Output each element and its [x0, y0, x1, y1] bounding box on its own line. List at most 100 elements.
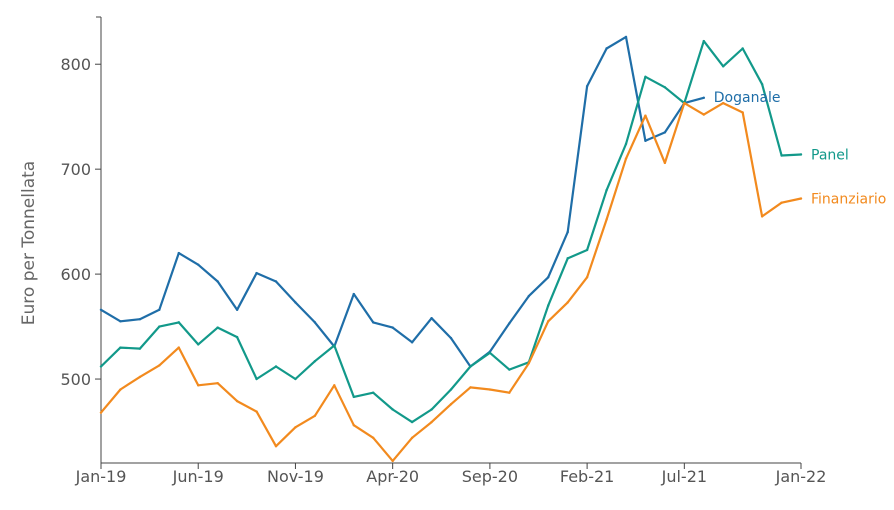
doganale-point [274, 280, 278, 283]
x-tick-label: Nov-19 [267, 467, 324, 486]
doganale-point [99, 308, 103, 311]
panel-series-label: Panel [811, 147, 849, 163]
panel-point [547, 304, 550, 307]
finanziario-point [235, 399, 239, 403]
doganale-point [216, 280, 219, 283]
finanziario-point [799, 197, 803, 200]
finanziario-series-label: Finanziario [811, 192, 886, 208]
doganale-point [313, 321, 317, 324]
finanziario-point [741, 111, 744, 114]
panel-point [644, 75, 647, 79]
axes [100, 17, 801, 464]
finanziario-point [158, 364, 161, 367]
doganale-point [410, 341, 414, 344]
doganale-point [527, 294, 530, 298]
doganale-line [99, 35, 705, 368]
finanziario-point [508, 391, 511, 394]
series-labels: Doganale Panel Finanziario [714, 90, 887, 208]
finanziario-point [488, 388, 492, 391]
panel-point [605, 188, 608, 192]
panel-point [469, 365, 472, 368]
panel-line [99, 39, 803, 424]
x-ticks: Jan-19 Jun-19 Nov-19 Apr-20 Sep-20 Feb-21 Jul-… [75, 463, 826, 486]
panel-point [352, 395, 355, 399]
doganale-point [508, 322, 511, 325]
panel-point [158, 325, 161, 328]
doganale-point [430, 316, 433, 320]
panel-point [410, 420, 414, 424]
doganale-point [177, 251, 180, 255]
finanziario-point [624, 157, 628, 160]
x-tick-label: Jul-21 [661, 467, 707, 486]
finanziario-point [138, 375, 142, 379]
doganale-point [663, 131, 667, 134]
panel-point [197, 343, 200, 346]
doganale-point [294, 301, 297, 304]
finanziario-point [352, 424, 355, 427]
finanziario-point [333, 384, 336, 387]
doganale-point [352, 292, 355, 296]
panel-point [449, 388, 453, 391]
doganale-point [138, 318, 142, 321]
doganale-point [197, 263, 200, 266]
finanziario-point [449, 403, 453, 406]
panel-point [235, 335, 239, 339]
finanziario-point [119, 388, 122, 391]
doganale-point [449, 336, 453, 340]
x-tick-label: Sep-20 [462, 467, 518, 486]
doganale-point [605, 47, 608, 50]
panel-point [138, 347, 142, 350]
panel-point [255, 377, 258, 381]
doganale-point [644, 139, 647, 143]
finanziario-point [527, 362, 530, 365]
panel-point [702, 39, 705, 43]
finanziario-point [430, 420, 433, 424]
doganale-point [158, 308, 161, 311]
doganale-series-label: Doganale [714, 90, 781, 106]
finanziario-point [566, 301, 569, 304]
panel-point [119, 346, 122, 349]
finanziario-point [683, 101, 686, 105]
y-tick-label: 600 [60, 265, 91, 284]
finanziario-point [216, 382, 219, 385]
panel-point [294, 377, 297, 381]
finanziario-point [760, 215, 764, 218]
panel-point [430, 408, 433, 411]
doganale-point [235, 308, 239, 311]
finanziario-point [177, 346, 180, 349]
panel-point [333, 344, 336, 347]
doganale-point [391, 326, 394, 329]
series-group [99, 35, 803, 463]
doganale-point [624, 35, 628, 39]
finanziario-point [372, 436, 375, 440]
doganale-point [255, 271, 258, 275]
finanziario-point [547, 320, 550, 323]
panel-point [177, 321, 180, 324]
y-tick-label: 700 [60, 160, 91, 179]
finanziario-point [605, 218, 608, 221]
panel-point [488, 351, 492, 355]
finanziario-point [197, 384, 200, 387]
x-tick-label: Jan-19 [75, 467, 127, 486]
panel-point [585, 248, 589, 252]
doganale-point [547, 276, 550, 279]
x-tick-label: Feb-21 [560, 467, 614, 486]
y-tick-label: 800 [60, 55, 91, 74]
finanziario-point [585, 276, 589, 279]
finanziario-point [294, 426, 297, 429]
panel-point [216, 326, 219, 329]
panel-point [722, 65, 725, 68]
panel-point [566, 257, 569, 260]
panel-point [624, 142, 628, 146]
panel-point [663, 86, 667, 89]
finanziario-point [410, 436, 414, 440]
finanziario-point [644, 114, 647, 117]
finanziario-point [99, 411, 103, 414]
panel-point [780, 154, 783, 157]
finanziario-point [255, 410, 258, 413]
panel-point [508, 368, 511, 371]
panel-point [372, 391, 375, 394]
finanziario-point [780, 201, 783, 204]
